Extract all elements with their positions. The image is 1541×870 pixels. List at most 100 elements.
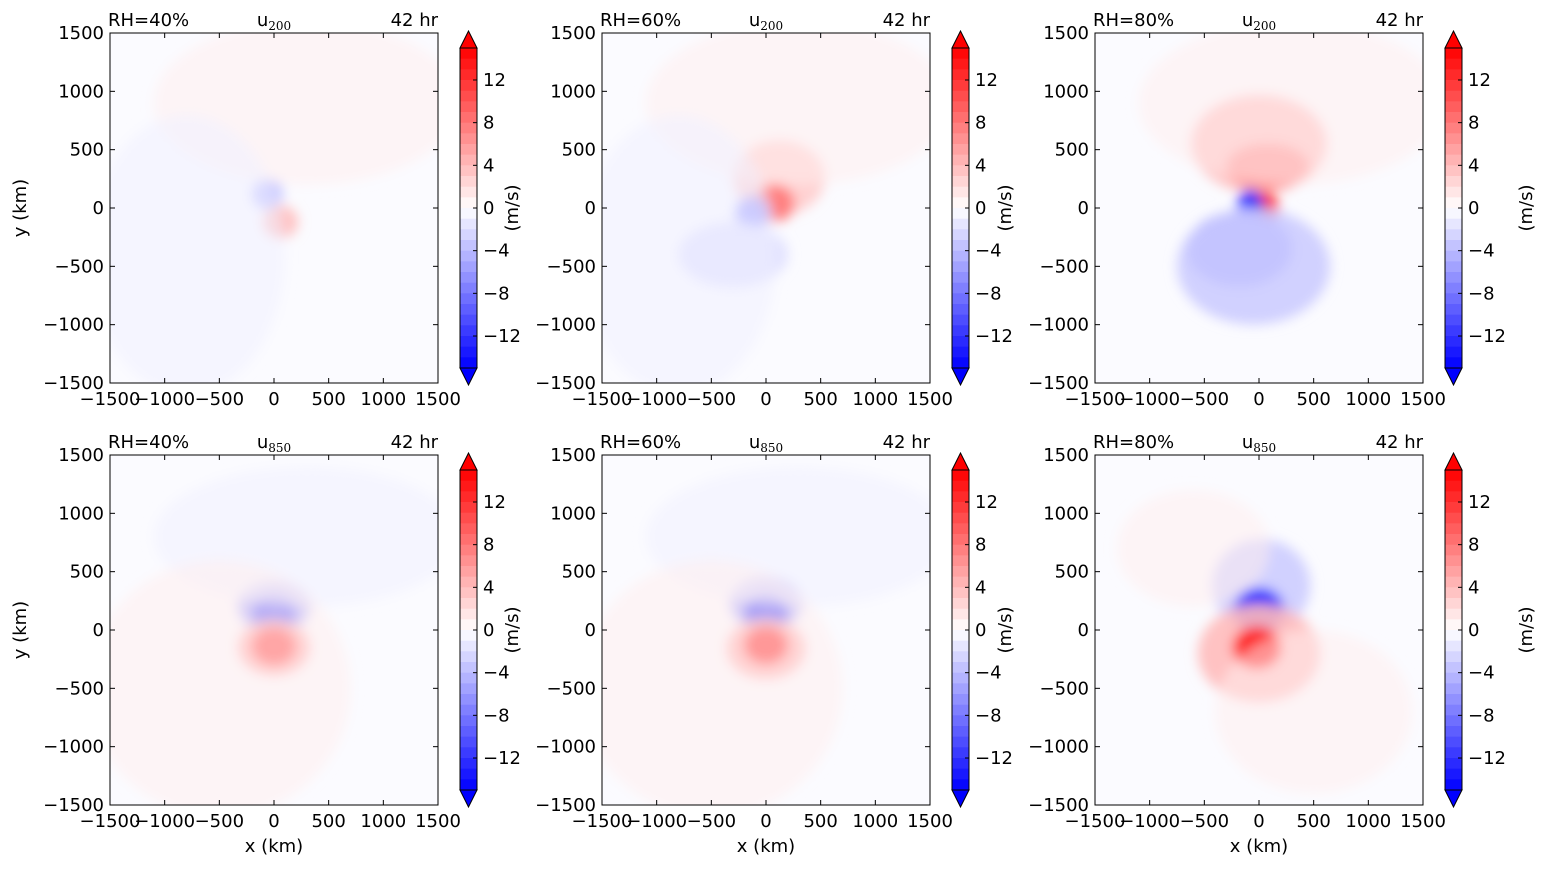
- colorbar-segment: [1445, 144, 1462, 156]
- y-tick-label: −500: [55, 256, 104, 277]
- colorbar-extend-max: [951, 451, 970, 471]
- y-tick-label: 1000: [1043, 81, 1089, 102]
- colorbar-segment: [952, 640, 969, 652]
- title-left: RH=80%: [1093, 10, 1174, 31]
- colorbar-segment: [460, 197, 477, 209]
- colorbar-segment: [1445, 101, 1462, 113]
- heatmap-blobs: [110, 466, 438, 805]
- colorbar-segment: [1445, 758, 1462, 770]
- colorbar-segment: [1445, 726, 1462, 738]
- title-center-sub: 200: [268, 19, 291, 33]
- colorbar-segment: [460, 683, 477, 695]
- colorbar-segment: [460, 534, 477, 546]
- colorbar-segment: [1445, 218, 1462, 230]
- colorbar-segment: [1445, 314, 1462, 326]
- colorbar-segment: [1445, 282, 1462, 294]
- colorbar-segment: [952, 58, 969, 70]
- x-tick-label: 500: [803, 811, 837, 832]
- colorbar-tick-label: 0: [1468, 198, 1479, 219]
- colorbar-segment: [952, 470, 969, 482]
- colorbar-segment: [460, 261, 477, 273]
- colorbar-segment: [1445, 304, 1462, 316]
- colorbar-segment: [952, 282, 969, 294]
- colorbar-segment: [1445, 534, 1462, 546]
- colorbar-segment: [460, 101, 477, 113]
- colorbar-segment: [952, 736, 969, 748]
- colorbar: 12 8 4 0 −4 −8 −12: [459, 451, 521, 809]
- colorbar: 12 8 4 0 −4 −8 −12: [951, 451, 1013, 809]
- y-tick-label: 1500: [1043, 23, 1089, 44]
- colorbar-segment: [952, 608, 969, 620]
- colorbar-segment: [1445, 154, 1462, 166]
- colorbar-tick-label: 12: [975, 492, 998, 513]
- colorbar-segment: [952, 250, 969, 262]
- x-axis-label: x (km): [245, 836, 303, 857]
- colorbar-segment: [952, 619, 969, 631]
- colorbar-segment: [1445, 357, 1462, 369]
- title-left: RH=60%: [600, 10, 681, 31]
- title-center: u200: [257, 10, 291, 33]
- colorbar-segment: [952, 122, 969, 134]
- colorbar-tick-label: −12: [483, 748, 521, 769]
- colorbar-tick-label: 12: [483, 492, 506, 513]
- colorbar-segment: [460, 314, 477, 326]
- x-tick-label: 500: [311, 389, 345, 410]
- colorbar-tick-label: 12: [483, 70, 506, 91]
- title-right: 42 hr: [1376, 10, 1424, 31]
- colorbar-tick-label: −12: [975, 748, 1013, 769]
- x-tick-label: −1500: [572, 389, 633, 410]
- x-tick-label: 1500: [907, 811, 953, 832]
- y-tick-label: 1500: [550, 445, 596, 466]
- colorbar-tick-label: 8: [483, 113, 494, 134]
- x-tick-label: 1500: [907, 389, 953, 410]
- y-axis-label: (m/s): [502, 184, 523, 231]
- colorbar-tick-label: −8: [975, 705, 1002, 726]
- colorbar-segment: [1445, 651, 1462, 663]
- y-tick-label: −500: [1040, 678, 1089, 699]
- heatmap-field: [602, 33, 930, 383]
- colorbar-segment: [460, 747, 477, 759]
- x-tick-label: −500: [195, 811, 244, 832]
- colorbar-segment: [1445, 672, 1462, 684]
- y-axis-label: (m/s): [502, 606, 523, 653]
- colorbar-segment: [460, 470, 477, 482]
- heatmap-blobs: [1138, 33, 1423, 325]
- colorbar-tick-label: −12: [1468, 748, 1506, 769]
- colorbar-segment: [952, 715, 969, 727]
- colorbar-extend-min: [951, 789, 970, 809]
- colorbar-segment: [1445, 470, 1462, 482]
- colorbar-segment: [1445, 640, 1462, 652]
- colorbar-segment: [460, 133, 477, 145]
- y-tick-label: −1000: [43, 737, 104, 758]
- colorbar-segment: [952, 336, 969, 348]
- title-center-main: u: [1242, 432, 1253, 453]
- x-tick-label: −1000: [626, 389, 687, 410]
- colorbar-segment: [1445, 736, 1462, 748]
- colorbar-segment: [952, 758, 969, 770]
- field-feature-4: [1116, 489, 1270, 607]
- heatmap-field: [110, 33, 438, 383]
- colorbar-segment: [1445, 80, 1462, 92]
- colorbar-tick-label: −8: [483, 705, 510, 726]
- x-tick-label: 0: [760, 389, 771, 410]
- x-tick-label: 1000: [852, 389, 898, 410]
- colorbar-segment: [460, 186, 477, 198]
- title-left: RH=40%: [108, 10, 189, 31]
- colorbar-extend-max: [459, 451, 478, 471]
- y-tick-label: 1000: [550, 503, 596, 524]
- colorbar-segment: [1445, 662, 1462, 674]
- colorbar-segment: [952, 555, 969, 567]
- colorbar-segment: [460, 154, 477, 166]
- colorbar-tick-label: 8: [975, 113, 986, 134]
- colorbar: 12 8 4 0 −4 −8 −12 (m/s): [1444, 451, 1537, 809]
- y-axis-label: (m/s): [995, 184, 1016, 231]
- colorbar-segment: [460, 304, 477, 316]
- colorbar-segment: [460, 176, 477, 188]
- y-tick-label: 1000: [58, 503, 104, 524]
- field-feature-5: [602, 560, 843, 805]
- colorbar-segment: [1445, 587, 1462, 599]
- colorbar-segment: [952, 694, 969, 706]
- x-tick-label: 1000: [1345, 389, 1391, 410]
- colorbar-segment: [460, 512, 477, 524]
- colorbar-tick-label: 4: [483, 577, 494, 598]
